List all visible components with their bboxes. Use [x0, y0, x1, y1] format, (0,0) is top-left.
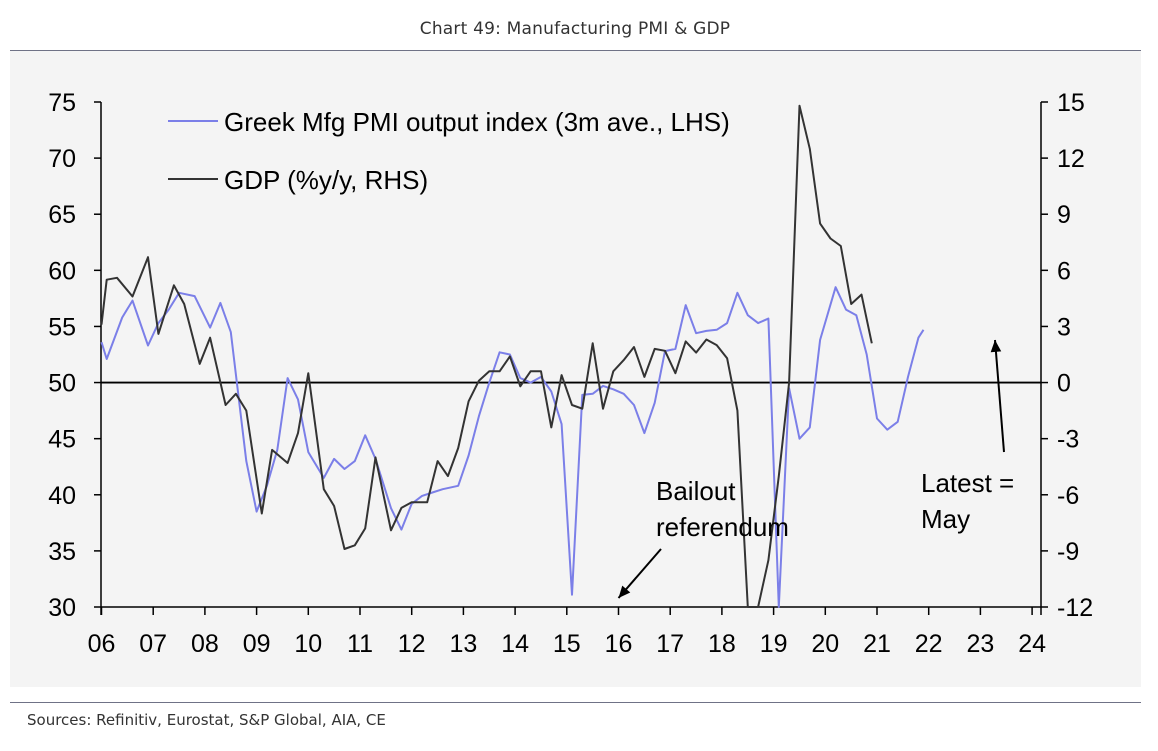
x-tick-label: 16: [605, 630, 633, 658]
legend: Greek Mfg PMI output index (3m ave., LHS…: [168, 107, 730, 195]
annotation-bailout-line1: Bailout: [656, 476, 736, 506]
annotation-latest-arrow-head: [990, 340, 1002, 353]
x-tick-label: 15: [553, 630, 581, 658]
x-tick-label: 14: [501, 630, 529, 658]
y-right-tick-label: -9: [1057, 538, 1079, 566]
y-left-tick-label: 35: [48, 538, 76, 566]
legend-label-pmi: Greek Mfg PMI output index (3m ave., LHS…: [224, 107, 730, 137]
annotation-latest-line1: Latest =: [921, 468, 1014, 498]
y-left-tick-label: 45: [48, 426, 76, 454]
y-right-tick-label: 3: [1057, 313, 1071, 341]
x-tick-label: 13: [449, 630, 477, 658]
y-right-tick-label: 0: [1057, 370, 1071, 398]
y-left-tick-label: 40: [48, 482, 76, 510]
x-tick-label: 19: [760, 630, 788, 658]
annotation-bailout-line2: referendum: [656, 512, 789, 542]
y-right-tick-label: 9: [1057, 201, 1071, 229]
y-left-tick-label: 65: [48, 201, 76, 229]
series-layer: [100, 104, 925, 608]
y-right-tick-label: -6: [1057, 482, 1079, 510]
y-left-tick-label: 30: [48, 594, 76, 622]
sources-note: Sources: Refinitiv, Eurostat, S&P Global…: [27, 711, 386, 729]
annotation-latest-line2: May: [921, 504, 970, 534]
x-tick-label: 17: [656, 630, 684, 658]
y-left-tick-label: 60: [48, 257, 76, 285]
y-left-tick-label: 50: [48, 370, 76, 398]
x-tick-label: 06: [88, 630, 116, 658]
pmi-series-line: [100, 286, 925, 608]
y-right-tick-label: -3: [1057, 426, 1079, 454]
annotation-latest-arrow-shaft: [994, 339, 1005, 453]
y-right-tick-label: 15: [1057, 89, 1085, 117]
x-tick-label: 07: [139, 630, 167, 658]
y-right-tick-label: 6: [1057, 257, 1071, 285]
y-left-tick-label: 55: [48, 313, 76, 341]
gdp-series-line: [100, 104, 873, 608]
y-right-tick-label: -12: [1057, 594, 1093, 622]
x-tick-label: 24: [1018, 630, 1046, 658]
x-tick-label: 10: [294, 630, 322, 658]
x-tick-label: 08: [191, 630, 219, 658]
x-tick-label: 20: [811, 630, 839, 658]
chart-panel: [10, 51, 1141, 687]
x-tick-label: 11: [347, 630, 373, 658]
x-tick-label: 23: [966, 630, 994, 658]
top-rule: [10, 50, 1141, 51]
x-tick-label: 12: [398, 630, 426, 658]
annotation-layer: Bailout referendum Latest = May: [617, 339, 1014, 599]
y-left-tick-label: 70: [48, 145, 76, 173]
x-tick-label: 22: [915, 630, 943, 658]
chart-title: Chart 49: Manufacturing PMI & GDP: [419, 19, 731, 39]
bottom-rule: [10, 702, 1141, 703]
annotation-bailout-arrow-head: [618, 585, 631, 599]
x-tick-label: 18: [708, 630, 736, 658]
x-tick-label: 09: [243, 630, 271, 658]
y-right-tick-label: 12: [1057, 145, 1085, 173]
legend-label-gdp: GDP (%y/y, RHS): [224, 165, 428, 195]
x-tick-label: 21: [863, 630, 891, 658]
y-left-tick-label: 75: [48, 89, 76, 117]
